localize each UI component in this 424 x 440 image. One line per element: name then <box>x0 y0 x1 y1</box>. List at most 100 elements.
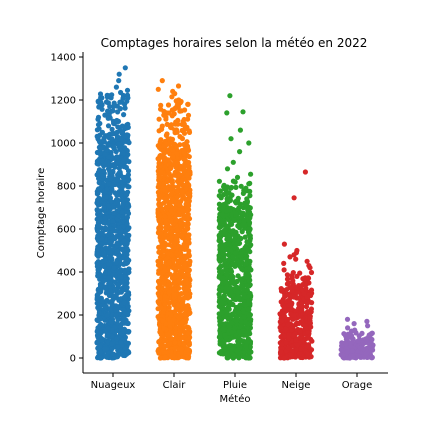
data-point <box>101 205 107 211</box>
data-point <box>305 334 311 341</box>
data-point <box>116 165 122 171</box>
data-point <box>98 100 104 106</box>
data-point <box>303 325 309 331</box>
data-point <box>124 245 130 251</box>
data-point <box>359 330 365 336</box>
data-point <box>124 183 131 189</box>
data-point <box>233 229 239 235</box>
data-point <box>113 312 119 318</box>
data-point <box>156 338 163 344</box>
data-point <box>288 352 294 358</box>
data-point <box>246 312 252 318</box>
data-point <box>174 227 180 233</box>
data-point <box>168 208 174 214</box>
data-point <box>229 280 235 286</box>
data-point <box>239 266 245 272</box>
data-point <box>97 91 104 97</box>
data-point <box>169 196 176 202</box>
data-point <box>156 299 162 306</box>
data-point <box>96 126 102 132</box>
data-point <box>126 159 132 165</box>
data-point <box>96 167 103 173</box>
data-point <box>107 176 114 182</box>
data-point <box>102 215 108 221</box>
data-point <box>344 316 351 322</box>
data-point <box>158 230 164 236</box>
data-point <box>120 95 126 101</box>
data-point <box>167 319 173 325</box>
data-point <box>221 256 227 262</box>
data-point <box>155 262 162 268</box>
data-point <box>123 155 129 161</box>
data-point <box>218 195 224 201</box>
data-point <box>224 196 230 202</box>
data-point <box>182 107 188 113</box>
data-point <box>277 324 283 331</box>
data-point <box>119 129 126 135</box>
data-point <box>163 114 169 120</box>
data-point <box>177 142 183 148</box>
data-point <box>217 247 223 253</box>
data-point <box>302 169 308 175</box>
data-point <box>162 297 168 303</box>
data-point <box>104 312 110 318</box>
data-point <box>230 178 236 184</box>
data-point <box>184 205 190 211</box>
data-point <box>298 284 304 290</box>
data-point <box>369 330 375 336</box>
data-point <box>125 349 132 355</box>
data-point <box>244 354 250 360</box>
data-point <box>113 149 119 155</box>
data-point <box>155 285 161 291</box>
data-point <box>243 185 249 191</box>
data-point <box>240 328 246 334</box>
data-point <box>178 350 184 356</box>
data-point <box>121 112 127 118</box>
data-point <box>287 254 293 260</box>
data-point <box>176 285 182 291</box>
data-point <box>224 110 230 116</box>
data-point <box>177 172 183 178</box>
data-point <box>169 94 175 100</box>
data-point <box>224 166 231 172</box>
data-point <box>347 343 354 349</box>
data-point <box>233 210 239 217</box>
data-point <box>122 105 128 111</box>
data-point <box>163 231 169 237</box>
data-point <box>216 201 222 207</box>
data-point <box>110 218 116 224</box>
data-point <box>175 117 181 123</box>
data-point <box>168 137 174 143</box>
data-point <box>106 142 112 148</box>
series-clair <box>155 78 193 361</box>
data-point <box>103 353 109 359</box>
data-point <box>182 261 188 267</box>
data-point <box>159 207 165 213</box>
data-point <box>166 259 172 266</box>
data-point <box>109 327 115 333</box>
data-point <box>238 210 244 216</box>
data-point <box>161 150 167 156</box>
data-point <box>240 109 246 115</box>
data-point <box>345 349 351 355</box>
data-point <box>170 161 176 168</box>
series-nuageux <box>94 65 132 361</box>
data-point <box>230 274 236 280</box>
data-point <box>216 291 222 297</box>
data-point <box>172 345 178 351</box>
data-point <box>241 292 247 298</box>
data-point <box>172 266 178 272</box>
data-point <box>246 140 252 146</box>
data-point <box>181 324 187 330</box>
data-point <box>105 123 112 129</box>
data-point <box>297 328 303 334</box>
data-point <box>296 351 303 357</box>
data-point <box>233 318 239 324</box>
data-point <box>162 337 168 343</box>
data-point <box>245 321 251 328</box>
chart-title: Comptages horaires selon la météo en 202… <box>101 36 368 50</box>
data-point <box>106 275 112 281</box>
data-point <box>246 272 252 278</box>
data-point <box>162 158 168 164</box>
